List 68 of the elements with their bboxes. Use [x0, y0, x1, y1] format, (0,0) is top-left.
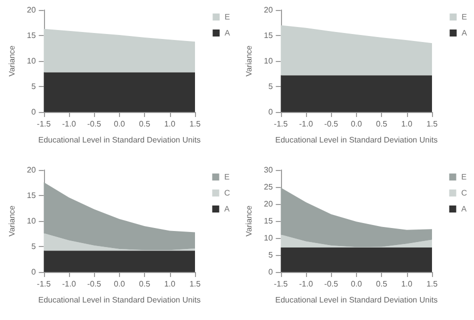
y-tick-label: 15 — [264, 31, 274, 40]
legend-label: A — [461, 204, 468, 214]
y-tick-label: 10 — [26, 56, 36, 66]
x-tick-label: -1.0 — [299, 120, 314, 128]
y-axis-title: Variance — [244, 204, 254, 236]
x-tick-label: 0.5 — [139, 280, 151, 288]
x-tick-label: 0.0 — [114, 280, 126, 288]
x-tick-label: -0.5 — [87, 280, 102, 288]
x-tick-label: 1.5 — [189, 120, 202, 128]
x-tick-label: 0.0 — [114, 120, 126, 128]
x-tick-label: 0.5 — [376, 120, 388, 128]
legend-label: C — [224, 188, 230, 198]
y-axis-title: Variance — [244, 44, 254, 76]
y-tick-label: 5 — [268, 250, 274, 260]
x-tick-label: -0.5 — [324, 280, 339, 288]
legend-label: E — [461, 172, 467, 182]
x-tick-label: -1.5 — [36, 120, 52, 128]
legend-label: E — [462, 12, 468, 22]
x-tick-label: -1.5 — [274, 120, 288, 128]
y-tick-label: 15 — [26, 191, 36, 200]
x-tick-label: 1.0 — [164, 120, 176, 128]
legend-label: A — [224, 204, 230, 214]
x-tick-label: -1.5 — [274, 280, 288, 288]
y-tick-label: 20 — [26, 166, 36, 174]
y-tick-label: 20 — [264, 200, 274, 208]
y-tick-label: 15 — [26, 31, 36, 40]
x-tick-label: -1.5 — [36, 280, 52, 288]
x-axis-title: Educational Level in Standard Deviation Units — [275, 296, 438, 304]
x-tick-label: 1.0 — [401, 120, 413, 128]
x-tick-label: -0.5 — [87, 120, 102, 128]
x-tick-label: -1.0 — [62, 280, 76, 288]
legend-label: E — [224, 172, 230, 182]
y-tick-label: 30 — [264, 166, 274, 174]
x-tick-label: -1.0 — [299, 280, 314, 288]
x-tick-label: -1.0 — [62, 120, 76, 128]
x-tick-label: 0.5 — [139, 120, 151, 128]
x-tick-label: 0.0 — [350, 120, 363, 128]
y-axis-title: Variance — [8, 204, 16, 236]
y-tick-label: 5 — [31, 82, 36, 91]
legend-label: C — [461, 188, 468, 198]
x-axis-title: Educational Level in Standard Deviation Units — [38, 136, 201, 144]
x-axis-title: Educational Level in Standard Deviation Units — [38, 296, 201, 304]
legend-label: A — [224, 28, 231, 38]
y-tick-label: 20 — [26, 6, 36, 14]
x-tick-label: 0.5 — [376, 280, 388, 288]
x-tick-label: 1.0 — [401, 280, 413, 288]
legend-label: E — [224, 12, 230, 22]
x-tick-label: 1.5 — [426, 280, 438, 288]
legend-label: A — [462, 28, 468, 38]
x-tick-label: 1.5 — [189, 280, 202, 288]
y-tick-label: 0 — [268, 268, 274, 276]
y-tick-label: 0 — [31, 108, 36, 116]
y-tick-label: 20 — [264, 6, 274, 14]
y-tick-label: 10 — [264, 56, 274, 66]
y-tick-label: 10 — [26, 216, 36, 226]
y-tick-label: 25 — [264, 182, 274, 192]
y-axis-title: Variance — [8, 44, 16, 76]
y-tick-label: 5 — [268, 82, 274, 91]
y-tick-label: 0 — [268, 108, 274, 116]
y-tick-label: 5 — [31, 242, 36, 251]
x-tick-label: 1.5 — [426, 120, 438, 128]
y-tick-label: 15 — [264, 216, 274, 226]
y-tick-label: 10 — [264, 234, 274, 242]
x-axis-title: Educational Level in Standard Deviation Units — [275, 136, 438, 144]
x-tick-label: 0.0 — [350, 280, 363, 288]
x-tick-label: -0.5 — [324, 120, 339, 128]
x-tick-label: 1.0 — [164, 280, 176, 288]
y-tick-label: 0 — [31, 268, 36, 276]
